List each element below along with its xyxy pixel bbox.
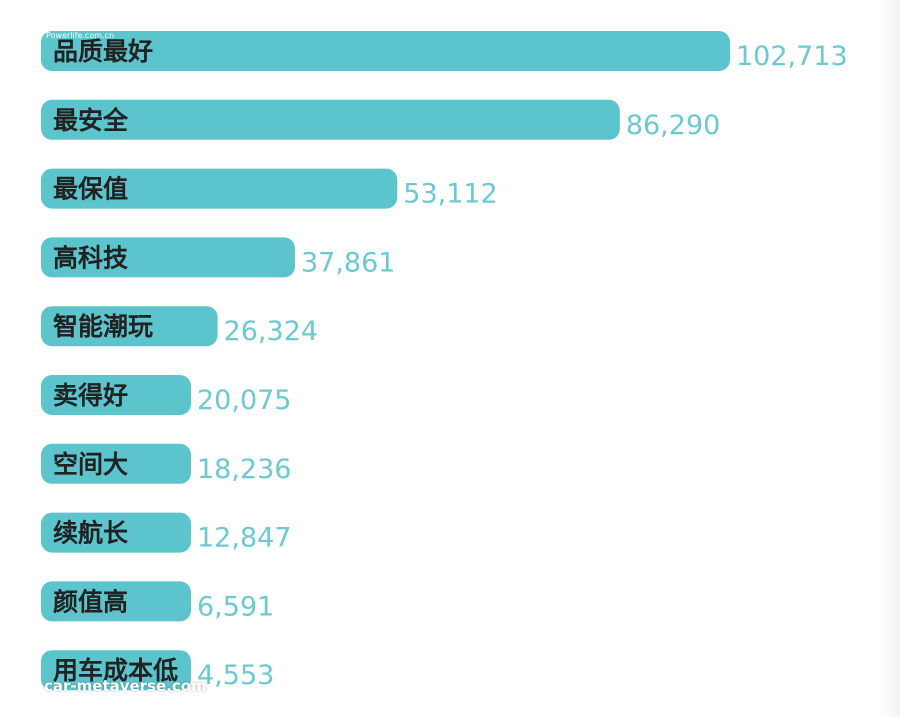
top-watermark: Powerlife.com.cn — [46, 31, 115, 40]
right-edge-shade — [878, 0, 900, 717]
value-label-0: 102,713 — [736, 41, 848, 72]
value-label-9: 4,553 — [197, 660, 274, 691]
bar-9 — [41, 650, 191, 691]
bar-4 — [41, 306, 218, 347]
value-label-8: 6,591 — [197, 591, 274, 622]
category-label-2: 最保值 — [53, 175, 128, 204]
value-label-7: 12,847 — [197, 523, 291, 554]
bar-8 — [41, 581, 191, 622]
value-label-6: 18,236 — [197, 454, 291, 485]
bottom-watermark: car-metaverse.com — [44, 677, 207, 695]
category-label-7: 续航长 — [53, 519, 129, 548]
bar-5 — [41, 375, 191, 415]
category-label-6: 空间大 — [53, 450, 128, 479]
value-label-5: 20,075 — [197, 385, 291, 416]
bar-6 — [41, 443, 191, 484]
bar-0 — [41, 31, 730, 71]
category-label-8: 颜值高 — [53, 587, 128, 616]
bar-1 — [41, 99, 620, 140]
category-label-0: 品质最好 — [53, 37, 153, 66]
category-label-4: 智能潮玩 — [53, 312, 153, 341]
bar-7 — [41, 512, 191, 553]
value-label-1: 86,290 — [626, 110, 720, 141]
category-label-3: 高科技 — [53, 243, 128, 272]
category-label-9: 用车成本低 — [53, 656, 178, 685]
bar-3 — [41, 237, 295, 278]
category-label-1: 最安全 — [53, 106, 129, 135]
category-label-5: 卖得好 — [53, 381, 128, 410]
value-label-2: 53,112 — [403, 179, 497, 210]
bar-2 — [41, 168, 398, 209]
value-label-4: 26,324 — [224, 316, 318, 347]
value-label-3: 37,861 — [301, 247, 395, 278]
